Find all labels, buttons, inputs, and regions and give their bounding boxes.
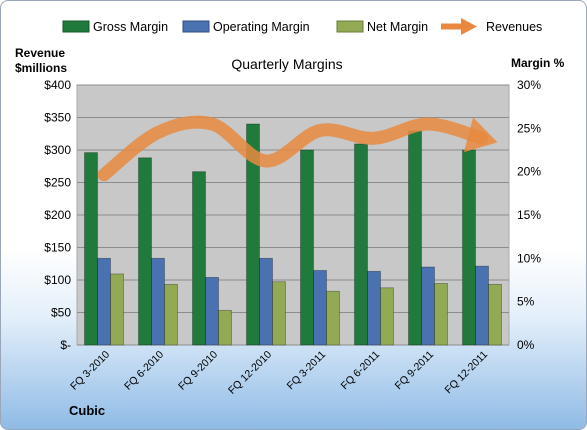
legend-item-operating-margin: Operating Margin bbox=[182, 20, 310, 34]
left-axis-label-line1: Revenue bbox=[15, 46, 65, 60]
bar-gross-margin bbox=[246, 123, 260, 346]
legend-label-gross-margin: Gross Margin bbox=[93, 20, 168, 34]
legend-label-operating-margin: Operating Margin bbox=[213, 20, 310, 34]
revenue-point bbox=[482, 138, 483, 139]
legend: Gross Margin Operating Margin Net Margin… bbox=[62, 18, 542, 35]
legend-swatch-gross-margin bbox=[62, 20, 90, 33]
left-tick-label: $350 bbox=[44, 111, 71, 125]
bar-operating-margin bbox=[313, 270, 327, 346]
right-tick-label: 10% bbox=[517, 251, 541, 265]
revenue-line bbox=[97, 115, 498, 182]
bar-net-margin bbox=[164, 283, 178, 346]
bar-gross-margin bbox=[354, 143, 368, 346]
bar-net-margin bbox=[326, 290, 340, 346]
bar-gross-margin bbox=[138, 157, 152, 346]
revenue-point bbox=[266, 161, 267, 162]
left-tick-label: $- bbox=[60, 338, 71, 352]
x-category-label: FQ 9-2011 bbox=[393, 349, 437, 393]
right-tick-label: 20% bbox=[517, 165, 541, 179]
bar-operating-margin bbox=[97, 257, 111, 346]
left-tick-label: $150 bbox=[44, 241, 71, 255]
revenue-point bbox=[374, 138, 375, 139]
legend-swatch-net-margin bbox=[336, 20, 364, 33]
left-tick-label: $100 bbox=[44, 273, 71, 287]
legend-label-net-margin: Net Margin bbox=[367, 20, 428, 34]
left-tick-label: $200 bbox=[44, 208, 71, 222]
bar-net-margin bbox=[218, 309, 232, 346]
company-label: Cubic bbox=[69, 403, 105, 418]
x-category-label: FQ 6-2011 bbox=[339, 349, 383, 393]
revenue-line-group bbox=[97, 115, 498, 182]
x-category-label: FQ 3-2011 bbox=[285, 349, 329, 393]
legend-item-gross-margin: Gross Margin bbox=[62, 20, 168, 34]
x-category-label: FQ 6-2010 bbox=[122, 349, 166, 393]
right-tick-label: 5% bbox=[517, 295, 535, 309]
revenue-point bbox=[158, 132, 159, 133]
bar-gross-margin bbox=[408, 130, 422, 346]
right-tick-label: 30% bbox=[517, 78, 541, 92]
bar-gross-margin bbox=[462, 149, 476, 346]
revenue-point bbox=[104, 174, 105, 175]
x-category-label: FQ 12-2010 bbox=[226, 349, 274, 397]
legend-arrow-icon bbox=[461, 18, 477, 35]
left-tick-label: $300 bbox=[44, 143, 71, 157]
bar-operating-margin bbox=[259, 257, 273, 346]
right-tick-label: 15% bbox=[517, 208, 541, 222]
bar-net-margin bbox=[272, 281, 286, 346]
bars-group bbox=[84, 123, 502, 346]
bar-net-margin bbox=[380, 287, 394, 346]
right-tick-label: 25% bbox=[517, 121, 541, 135]
bar-gross-margin bbox=[192, 171, 206, 346]
bar-gross-margin bbox=[300, 149, 314, 346]
legend-item-revenues: Revenues bbox=[441, 18, 542, 35]
bar-operating-margin bbox=[205, 276, 219, 346]
left-tick-label: $400 bbox=[44, 78, 71, 92]
bar-operating-margin bbox=[421, 266, 435, 346]
bar-operating-margin bbox=[151, 257, 165, 346]
revenue-point bbox=[320, 130, 321, 131]
x-category-label: FQ 12-2011 bbox=[443, 349, 491, 397]
legend-label-revenues: Revenues bbox=[486, 20, 542, 34]
x-category-label: FQ 3-2010 bbox=[68, 349, 112, 393]
bar-net-margin bbox=[434, 283, 448, 346]
revenue-point bbox=[212, 124, 213, 125]
left-tick-label: $50 bbox=[51, 306, 71, 320]
right-tick-label: 0% bbox=[517, 338, 535, 352]
left-axis-label-line2: $millions bbox=[15, 61, 67, 75]
bar-net-margin bbox=[110, 273, 124, 346]
bar-gross-margin bbox=[84, 152, 98, 346]
bar-operating-margin bbox=[367, 270, 381, 346]
bar-operating-margin bbox=[475, 265, 489, 346]
revenue-point bbox=[428, 124, 429, 125]
left-tick-label: $250 bbox=[44, 176, 71, 190]
bar-net-margin bbox=[488, 283, 502, 346]
chart-title: Quarterly Margins bbox=[231, 56, 342, 72]
legend-item-net-margin: Net Margin bbox=[336, 20, 428, 34]
legend-swatch-operating-margin bbox=[182, 20, 210, 33]
x-category-label: FQ 9-2010 bbox=[176, 349, 220, 393]
right-axis-label: Margin % bbox=[511, 56, 565, 70]
